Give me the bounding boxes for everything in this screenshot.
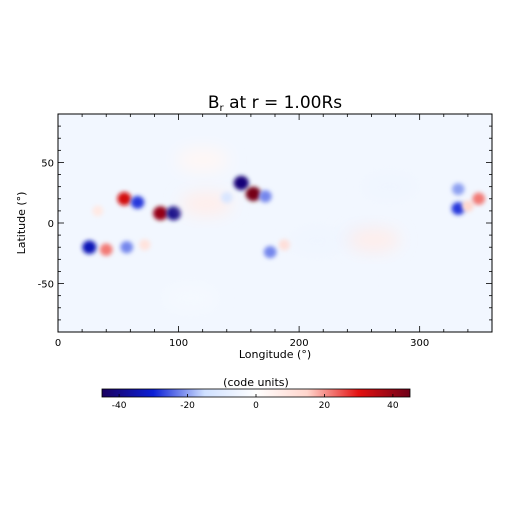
field-feature-10 bbox=[82, 240, 97, 254]
x-tick-label: 0 bbox=[55, 338, 61, 349]
field-feature-12 bbox=[120, 241, 134, 254]
field-feature-2 bbox=[92, 205, 104, 217]
colorbar-tick-label: 0 bbox=[253, 401, 259, 411]
field-feature-8 bbox=[259, 190, 272, 203]
heatmap-plot-area bbox=[58, 114, 492, 332]
colorbar-tick-label: 20 bbox=[319, 401, 331, 411]
field-feature-14 bbox=[278, 239, 291, 251]
field-feature-16 bbox=[291, 229, 344, 254]
y-tick-label: 0 bbox=[48, 219, 54, 230]
field-feature-20 bbox=[363, 174, 416, 199]
field-feature-22 bbox=[452, 183, 465, 196]
field-feature-7 bbox=[245, 186, 261, 202]
y-tick-label: -50 bbox=[38, 280, 54, 291]
field-feature-5 bbox=[180, 191, 233, 216]
field-feature-11 bbox=[99, 243, 113, 256]
field-feature-4 bbox=[166, 206, 182, 221]
field-feature-19 bbox=[176, 148, 229, 173]
field-feature-25 bbox=[164, 286, 217, 311]
field-feature-21 bbox=[451, 202, 465, 215]
field-feature-24 bbox=[472, 192, 486, 205]
field-feature-0 bbox=[117, 192, 132, 206]
field-feature-13 bbox=[139, 239, 151, 251]
colorbar-tick-label: -20 bbox=[180, 401, 195, 411]
y-tick-label: 50 bbox=[41, 158, 54, 169]
colorbar-tick-label: 40 bbox=[387, 401, 399, 411]
field-feature-26 bbox=[309, 269, 362, 294]
field-feature-15 bbox=[263, 245, 277, 259]
x-tick-label: 100 bbox=[169, 338, 188, 349]
chart-title: Br at r = 1.00Rs bbox=[208, 93, 342, 114]
field-feature-23 bbox=[462, 200, 474, 212]
x-axis-label: Longitude (°) bbox=[239, 348, 311, 361]
field-feature-18 bbox=[347, 227, 400, 252]
heatmap-background bbox=[58, 114, 492, 332]
y-axis-label: Latitude (°) bbox=[15, 192, 28, 255]
colorbar-label: (code units) bbox=[223, 376, 289, 389]
field-feature-6 bbox=[233, 175, 249, 191]
field-feature-1 bbox=[130, 196, 145, 209]
x-tick-label: 300 bbox=[410, 338, 429, 349]
x-tick-label: 200 bbox=[290, 338, 309, 349]
field-feature-9 bbox=[221, 191, 233, 204]
field-feature-3 bbox=[153, 206, 168, 221]
colorbar-tick-label: -40 bbox=[112, 401, 127, 411]
